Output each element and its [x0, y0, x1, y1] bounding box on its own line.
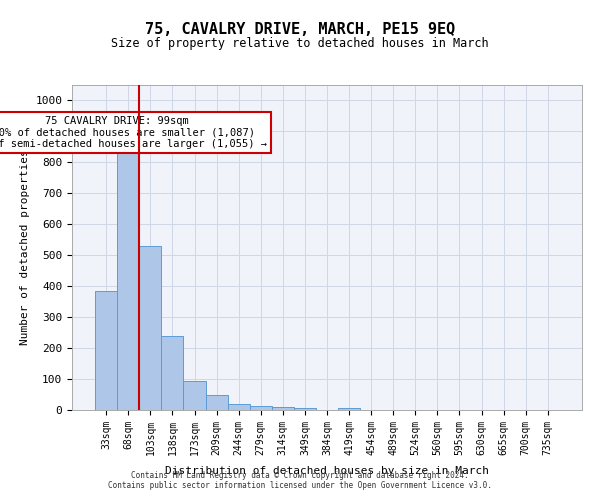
Bar [184, 380, 206, 410]
Y-axis label: Number of detached properties: Number of detached properties [20, 150, 30, 346]
Bar [206, 394, 227, 410]
Bar [294, 408, 316, 410]
Text: Contains HM Land Registry data © Crown copyright and database right 2024.
Contai: Contains HM Land Registry data © Crown c… [108, 470, 492, 490]
Bar [161, 336, 184, 410]
X-axis label: Distribution of detached houses by size in March: Distribution of detached houses by size … [165, 466, 489, 476]
Text: Size of property relative to detached houses in March: Size of property relative to detached ho… [111, 38, 489, 51]
Bar [272, 407, 294, 410]
Bar [227, 404, 250, 410]
Text: 75, CAVALRY DRIVE, MARCH, PE15 9EQ: 75, CAVALRY DRIVE, MARCH, PE15 9EQ [145, 22, 455, 38]
Bar [117, 153, 139, 410]
Bar [338, 408, 360, 410]
Bar [95, 291, 117, 410]
Bar [250, 406, 272, 410]
Text: 75 CAVALRY DRIVE: 99sqm
← 50% of detached houses are smaller (1,087)
49% of semi: 75 CAVALRY DRIVE: 99sqm ← 50% of detache… [0, 116, 267, 149]
Bar [139, 246, 161, 410]
